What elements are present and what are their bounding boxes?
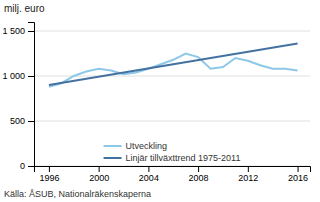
y-axis-tick: 1 500 xyxy=(2,26,34,36)
x-axis-tick-label: 2016 xyxy=(288,173,308,183)
plot-area: 1996 2000 2004 2008 2012 2016 0 500 1 000 1 500 Ut… xyxy=(2,23,310,184)
y-axis-tick-mark xyxy=(28,166,34,167)
legend-item: Linjär tillväxttrend 1975-2011 xyxy=(104,153,241,163)
series-line xyxy=(49,44,298,85)
y-axis-tick: 1 000 xyxy=(2,71,34,81)
y-axis: 0 500 1 000 1 500 xyxy=(2,23,34,172)
x-axis-line xyxy=(35,167,311,173)
x-axis-tick-label: 2008 xyxy=(189,173,209,183)
x-axis-tick: 2016 xyxy=(288,166,308,183)
x-axis-tick-label: 2004 xyxy=(139,173,159,183)
source-note: Källa: ÅSUB, Nationalräkenskaperna xyxy=(4,189,151,199)
x-axis-tick-mark xyxy=(248,166,249,172)
series-line xyxy=(49,54,298,87)
x-axis-tick-mark xyxy=(198,166,199,172)
legend-item: Utveckling xyxy=(104,141,168,151)
y-axis-tick-label: 1 000 xyxy=(2,71,25,81)
y-axis-tick: 500 xyxy=(10,116,34,126)
y-axis-tick-mark xyxy=(28,31,34,32)
y-axis-line xyxy=(28,23,35,167)
legend-swatch xyxy=(104,145,122,147)
legend-label: Linjär tillväxttrend 1975-2011 xyxy=(126,153,241,163)
legend: Utveckling Linjär tillväxttrend 1975-2011 xyxy=(104,141,241,163)
grid-line xyxy=(34,31,310,32)
lines xyxy=(49,44,298,87)
y-axis-tick-mark xyxy=(28,76,34,77)
x-axis-tick-mark xyxy=(148,166,149,172)
x-axis-tick-label: 2000 xyxy=(89,173,109,183)
y-axis-tick-mark xyxy=(28,121,34,122)
y-axis-tick: 0 xyxy=(20,161,34,171)
x-axis-tick: 2004 xyxy=(139,166,159,183)
y-axis-tick-label: 500 xyxy=(10,116,25,126)
y-axis-tick-label: 1 500 xyxy=(2,26,25,36)
y-grid xyxy=(34,31,310,166)
x-axis-tick-mark xyxy=(99,166,100,172)
y-axis-title: milj. euro xyxy=(4,3,45,14)
x-axis-tick-mark xyxy=(298,166,299,172)
grid-line xyxy=(34,121,310,122)
y-axis-tick-label: 0 xyxy=(20,161,25,171)
chart: 1996 2000 2004 2008 2012 2016 0 500 1 000 1 500 Ut… xyxy=(0,0,320,202)
x-axis-tick: 2000 xyxy=(89,166,109,183)
legend-swatch xyxy=(104,157,122,159)
x-axis-tick-label: 2012 xyxy=(238,173,258,183)
x-axis: 1996 2000 2004 2008 2012 2016 xyxy=(35,166,311,183)
x-axis-tick: 2008 xyxy=(189,166,209,183)
x-axis-tick-label: 1996 xyxy=(39,173,59,183)
legend-label: Utveckling xyxy=(126,141,168,151)
x-axis-tick: 1996 xyxy=(39,166,59,183)
x-axis-tick: 2012 xyxy=(238,166,258,183)
x-axis-tick-mark xyxy=(49,166,50,172)
